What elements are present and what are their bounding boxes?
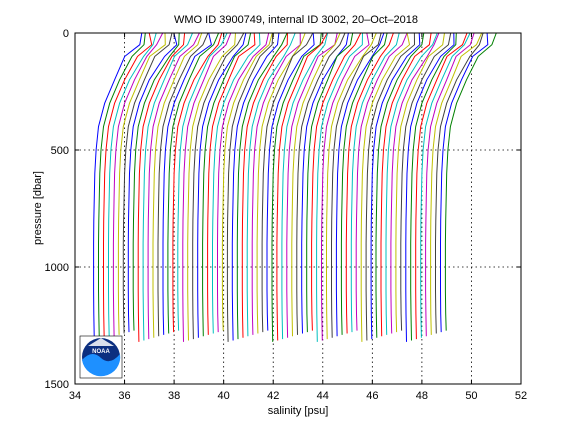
profile-line	[306, 32, 354, 333]
profile-line	[212, 32, 261, 334]
profile-line	[435, 32, 484, 334]
profile-line	[241, 32, 288, 338]
profile-line	[112, 32, 164, 337]
x-tick-labels: 34 36 38 40 42 44 46 48 50 52	[69, 390, 527, 402]
profile-line	[326, 32, 377, 340]
x-tick-label: 34	[69, 390, 81, 402]
profile-line	[251, 32, 301, 335]
profile-line	[147, 32, 200, 340]
profile-line	[370, 32, 421, 340]
profile-line	[340, 32, 388, 335]
profile-line	[395, 32, 445, 333]
profile-line	[122, 32, 173, 334]
x-tick-label: 36	[118, 390, 130, 402]
profile-line	[444, 32, 497, 331]
x-tick-label: 50	[465, 390, 477, 402]
profile-line	[286, 32, 338, 338]
profile-line	[430, 32, 483, 335]
profile-line	[142, 32, 193, 341]
profile-line	[192, 32, 245, 340]
profile-line	[301, 32, 349, 334]
x-axis-label: salinity [psu]	[268, 405, 329, 417]
noaa-logo: NOAA	[79, 335, 123, 379]
profile-line	[405, 32, 455, 342]
y-tick-label: 500	[51, 145, 69, 157]
profile-line	[385, 32, 438, 335]
profile-line	[137, 32, 186, 342]
profile-line	[291, 32, 341, 337]
profile-line	[266, 32, 315, 331]
profile-line	[132, 32, 180, 331]
profile-line	[162, 32, 212, 335]
x-tick-label: 42	[267, 390, 279, 402]
profile-line	[420, 32, 471, 338]
profile-line	[221, 32, 273, 331]
profile-line	[410, 32, 457, 341]
x-tick-label: 38	[168, 390, 180, 402]
x-tick-label: 46	[366, 390, 378, 402]
profile-line	[93, 32, 143, 342]
y-tick-label: 1500	[45, 379, 69, 391]
profile-line	[345, 32, 394, 334]
profile-line	[321, 32, 370, 341]
profile-line	[296, 32, 346, 335]
profile-line	[127, 32, 178, 333]
plot-frame	[74, 32, 522, 385]
profile-line	[261, 32, 314, 333]
x-tick-label: 48	[416, 390, 428, 402]
profile-line	[246, 32, 296, 337]
profile-line	[167, 32, 220, 334]
profile-line	[400, 32, 452, 331]
profile-line	[172, 32, 223, 333]
x-tick-label: 44	[317, 390, 329, 402]
y-tick-label: 1000	[45, 262, 69, 274]
profile-line	[415, 32, 468, 340]
y-tick-label: 0	[63, 28, 69, 40]
profile-line	[335, 32, 385, 337]
profile-line	[117, 32, 166, 335]
profile-line	[380, 32, 432, 337]
profile-line	[152, 32, 203, 338]
profile-line	[271, 32, 322, 342]
profile-lines	[93, 32, 497, 342]
y-axis-label: pressure [dbar]	[32, 171, 44, 245]
profile-line	[231, 32, 280, 341]
profile-line	[207, 32, 256, 335]
profile-line	[360, 32, 411, 342]
profile-line	[316, 32, 363, 342]
x-tick-label: 52	[515, 390, 527, 402]
profile-line	[440, 32, 489, 333]
profile-line	[202, 32, 252, 337]
profile-line	[281, 32, 329, 340]
chart-title: WMO ID 3900749, internal ID 3002, 20–Oct…	[174, 14, 418, 26]
y-tick-labels: 0 500 1000 1500	[45, 28, 69, 391]
profile-line	[375, 32, 425, 338]
profile-line	[390, 32, 440, 334]
profile-line	[187, 32, 236, 341]
profile-line	[226, 32, 274, 342]
profile-line	[365, 32, 416, 341]
profile-line	[311, 32, 362, 331]
profile-line	[256, 32, 306, 334]
profile-line	[98, 32, 146, 341]
axis-ticks	[74, 32, 522, 385]
profile-line	[157, 32, 209, 337]
x-tick-label: 40	[218, 390, 230, 402]
profile-line	[331, 32, 382, 338]
profile-line	[236, 32, 288, 340]
profile-line	[217, 32, 270, 333]
profile-line	[103, 32, 153, 340]
profile-line	[425, 32, 475, 337]
profile-line	[355, 32, 408, 331]
profile-line	[197, 32, 247, 338]
profile-line	[276, 32, 328, 341]
profile-line	[108, 32, 157, 338]
profile-line	[182, 32, 232, 342]
svg-text:NOAA: NOAA	[92, 349, 110, 355]
profile-line	[177, 32, 228, 331]
profile-line	[350, 32, 400, 333]
